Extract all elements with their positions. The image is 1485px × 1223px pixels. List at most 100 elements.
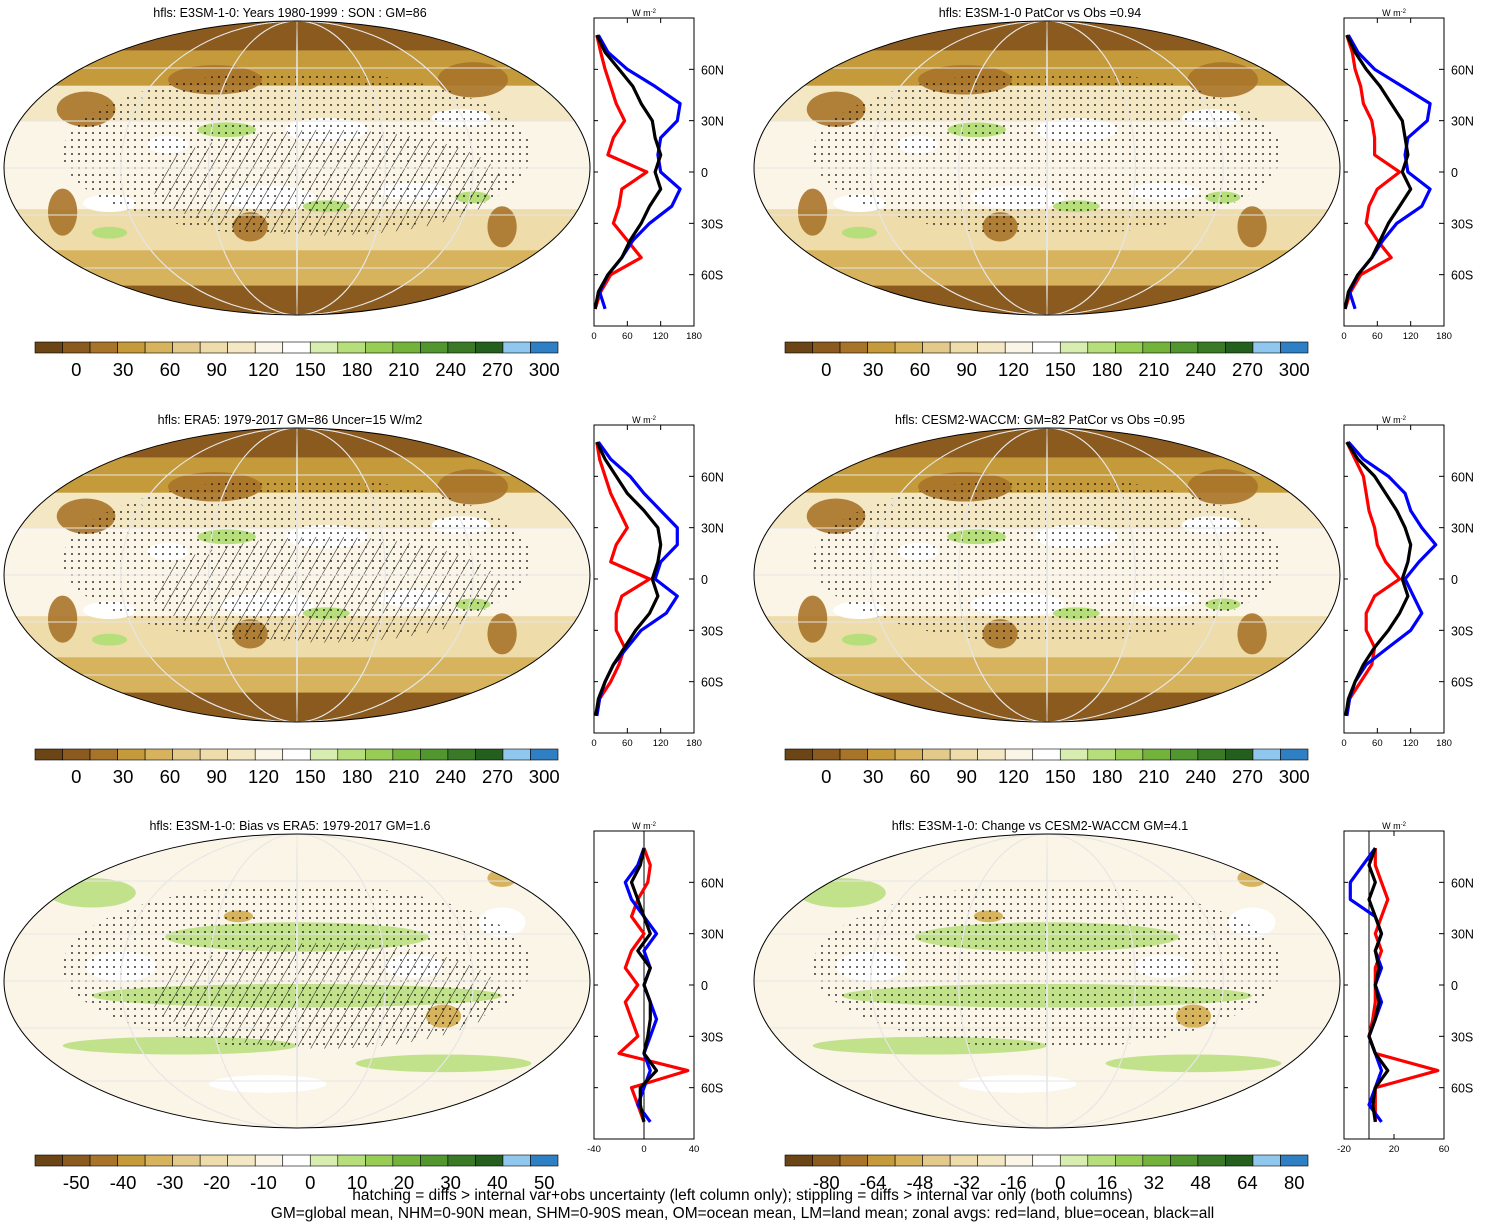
zonal-unit-label: W m-2 <box>1382 415 1406 425</box>
colorbar-tick-label: -64 <box>860 1172 887 1193</box>
zonal-lat-tick: 30N <box>701 928 724 942</box>
zonal-lat-tick: 60S <box>701 676 723 690</box>
zonal-value-tick: -20 <box>1337 1144 1351 1155</box>
colorbar-tick-label: -50 <box>63 1172 90 1193</box>
colorbar-tick-label: 150 <box>295 766 326 787</box>
colorbar-tick-label: 210 <box>388 766 419 787</box>
map-outline <box>753 20 1341 316</box>
zonal-value-tick: 40 <box>689 1144 700 1155</box>
zonal-value-tick: 0 <box>591 738 596 749</box>
zonal-lat-tick: 60N <box>1451 876 1474 890</box>
colorbar-tick-label: 150 <box>1045 766 1076 787</box>
zonal-unit-label: W m-2 <box>632 415 656 425</box>
panel-2: hfls: E3SM-1-0 PatCor vs Obs =0.94 0 30 60 9… <box>753 6 1474 380</box>
zonal-lat-tick: 30N <box>1451 115 1474 129</box>
colorbar-tick-label: 270 <box>1232 359 1263 380</box>
colorbar-tick-label: 180 <box>342 766 373 787</box>
colorbar-tick-label: 150 <box>1045 359 1076 380</box>
colorbar: -50 -40 -30 -20 -10 0 10 20 30 40 50 <box>34 1154 559 1193</box>
colorbar-tick-label: 270 <box>1232 766 1263 787</box>
zonal-series-land <box>1345 441 1402 717</box>
zonal-lat-tick: 60N <box>1451 63 1474 77</box>
zonal-series-all <box>629 847 659 1123</box>
colorbar-tick-label: 60 <box>160 766 181 787</box>
map-outline <box>3 833 591 1129</box>
zonal-value-tick: 120 <box>653 331 669 342</box>
colorbar-tick-label: -32 <box>953 1172 980 1193</box>
zonal-lat-tick: 60N <box>701 876 724 890</box>
zonal-value-tick: 120 <box>1403 331 1419 342</box>
colorbar-tick-label: 64 <box>1237 1172 1258 1193</box>
zonal-series-land <box>595 441 652 717</box>
map-outline <box>3 20 591 316</box>
colorbar-tick-label: -30 <box>157 1172 184 1193</box>
panel-title: hfls: E3SM-1-0: Change vs CESM2-WACCM GM… <box>892 819 1189 833</box>
colorbar-tick-label: 300 <box>529 766 560 787</box>
zonal-value-tick: 0 <box>591 331 596 342</box>
colorbar-tick-label: 210 <box>1138 766 1169 787</box>
colorbar-tick-label: 0 <box>821 359 831 380</box>
panel-title: hfls: E3SM-1-0: Years 1980-1999 : SON : … <box>153 6 426 20</box>
colorbar-tick-label: 0 <box>71 766 81 787</box>
zonal-lat-tick: 30N <box>1451 928 1474 942</box>
zonal-lat-tick: 30S <box>1451 1030 1473 1044</box>
zonal-lat-tick: 60N <box>1451 470 1474 484</box>
zonal-lat-tick: 0 <box>701 573 708 587</box>
colorbar-tick-label: 240 <box>1185 359 1216 380</box>
zonal-lat-tick: 0 <box>1451 573 1458 587</box>
colorbar-tick-label: 90 <box>956 359 977 380</box>
colorbar-tick-label: 180 <box>1092 359 1123 380</box>
colorbar-tick-label: -40 <box>110 1172 137 1193</box>
zonal-series-land <box>617 847 690 1123</box>
colorbar-tick-label: 32 <box>1144 1172 1165 1193</box>
colorbar-tick-label: -16 <box>1000 1172 1027 1193</box>
colorbar-tick-label: 30 <box>863 766 884 787</box>
colorbar-tick-label: 0 <box>71 359 81 380</box>
map-field <box>4 428 590 722</box>
panel-1: hfls: E3SM-1-0: Years 1980-1999 : SON : … <box>3 6 724 380</box>
zonal-lat-tick: 60S <box>1451 1082 1473 1096</box>
zonal-value-tick: 180 <box>1436 738 1452 749</box>
zonal-series-all <box>594 34 663 310</box>
zonal-value-tick: 120 <box>653 738 669 749</box>
zonal-lat-tick: 60N <box>701 63 724 77</box>
panel-title: hfls: E3SM-1-0 PatCor vs Obs =0.94 <box>939 6 1142 20</box>
map-field <box>754 428 1340 722</box>
zonal-mean-plot: W m-2 60N 30N 0 30S 60S -40 0 40 <box>587 821 724 1155</box>
panel-6: hfls: E3SM-1-0: Change vs CESM2-WACCM GM… <box>753 819 1474 1193</box>
colorbar-tick-label: 0 <box>1055 1172 1065 1193</box>
zonal-value-tick: 60 <box>1372 331 1383 342</box>
colorbar-tick-label: 60 <box>160 359 181 380</box>
zonal-lat-tick: 30S <box>1451 217 1473 231</box>
zonal-lat-tick: 30S <box>701 1030 723 1044</box>
colorbar-tick-label: -20 <box>203 1172 230 1193</box>
zonal-series-all <box>1367 847 1390 1123</box>
zonal-value-tick: 0 <box>1341 738 1346 749</box>
footer-hatching-note: hatching = diffs > internal var+obs unce… <box>352 1187 1133 1204</box>
map-outline <box>3 427 591 723</box>
colorbar-tick-label: 30 <box>863 359 884 380</box>
panel-title: hfls: CESM2-WACCM: GM=82 PatCor vs Obs =… <box>895 413 1185 427</box>
zonal-series-all <box>1344 34 1413 310</box>
zonal-lat-tick: 30N <box>701 115 724 129</box>
zonal-series-land <box>594 34 649 310</box>
colorbar-tick-label: 180 <box>1092 766 1123 787</box>
panel-3: hfls: ERA5: 1979-2017 GM=86 Uncer=15 W/m… <box>3 413 724 787</box>
colorbar-tick-label: 90 <box>206 766 227 787</box>
colorbar-tick-label: 120 <box>998 359 1029 380</box>
panel-title: hfls: E3SM-1-0: Bias vs ERA5: 1979-2017 … <box>149 819 430 833</box>
colorbar-tick-label: 16 <box>1097 1172 1118 1193</box>
zonal-value-tick: 0 <box>1341 331 1346 342</box>
map-field <box>754 21 1340 315</box>
zonal-value-tick: 0 <box>641 1144 646 1155</box>
colorbar-tick-label: 60 <box>910 359 931 380</box>
zonal-lat-tick: 30N <box>1451 522 1474 536</box>
panel-4: hfls: CESM2-WACCM: GM=82 PatCor vs Obs =… <box>753 413 1474 787</box>
panel-title: hfls: ERA5: 1979-2017 GM=86 Uncer=15 W/m… <box>158 413 423 427</box>
zonal-mean-plot: W m-2 60N 30N 0 30S 60S -20 20 60 <box>1337 821 1474 1155</box>
zonal-unit-label: W m-2 <box>632 821 656 831</box>
zonal-value-tick: 60 <box>1439 1144 1450 1155</box>
colorbar: -80 -64 -48 -32 -16 0 16 32 48 64 80 <box>784 1154 1309 1193</box>
colorbar-tick-label: -10 <box>250 1172 277 1193</box>
zonal-value-tick: 180 <box>1436 331 1452 342</box>
